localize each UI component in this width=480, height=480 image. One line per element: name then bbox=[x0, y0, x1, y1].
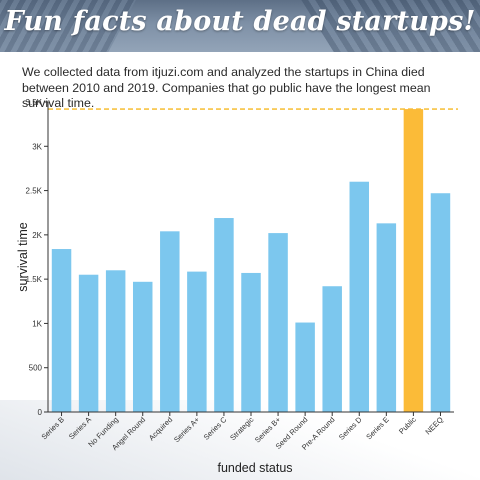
x-tick-label: NEEQ bbox=[423, 415, 445, 437]
header-banner: Fun facts about dead startups! bbox=[0, 0, 480, 52]
y-tick-label: 2K bbox=[32, 231, 42, 240]
bar bbox=[268, 233, 288, 412]
y-tick-label: 3K bbox=[32, 142, 42, 151]
y-axis-label: survival time bbox=[16, 222, 30, 292]
bar bbox=[322, 286, 342, 412]
x-tick-label: Series D bbox=[337, 415, 364, 442]
bar bbox=[376, 223, 397, 412]
bar-highlight bbox=[403, 109, 424, 412]
bar bbox=[105, 270, 126, 412]
y-tick-label: 3.5K bbox=[26, 98, 43, 107]
bar bbox=[430, 193, 451, 412]
page-subtitle: We collected data from itjuzi.com and an… bbox=[22, 65, 431, 110]
x-tick-label: Series C bbox=[202, 415, 229, 442]
bar bbox=[132, 281, 153, 412]
background-decoration bbox=[0, 400, 480, 480]
y-tick-label: 1.5K bbox=[26, 275, 43, 284]
page-title: Fun facts about dead startups! bbox=[4, 6, 476, 37]
x-tick-label: Series A+ bbox=[172, 415, 202, 445]
bar bbox=[349, 181, 370, 412]
bar bbox=[187, 271, 207, 412]
x-axis-label: funded status bbox=[217, 461, 292, 475]
bar bbox=[78, 274, 99, 412]
bar bbox=[160, 231, 180, 412]
x-tick-label: Acquired bbox=[147, 415, 174, 442]
bar bbox=[295, 322, 315, 412]
x-tick-label: Series E bbox=[364, 415, 390, 441]
x-tick-label: Series B bbox=[40, 415, 66, 441]
x-tick-label: Series A bbox=[67, 415, 93, 441]
y-tick-label: 500 bbox=[29, 364, 43, 373]
x-tick-label: Strategic bbox=[228, 415, 255, 442]
bar bbox=[241, 272, 261, 412]
bar bbox=[214, 218, 234, 412]
y-tick-label: 2.5K bbox=[26, 187, 43, 196]
y-tick-label: 1K bbox=[32, 319, 42, 328]
bar bbox=[51, 249, 72, 412]
x-tick-label: Public bbox=[397, 415, 418, 436]
y-tick-label: 0 bbox=[38, 408, 43, 417]
